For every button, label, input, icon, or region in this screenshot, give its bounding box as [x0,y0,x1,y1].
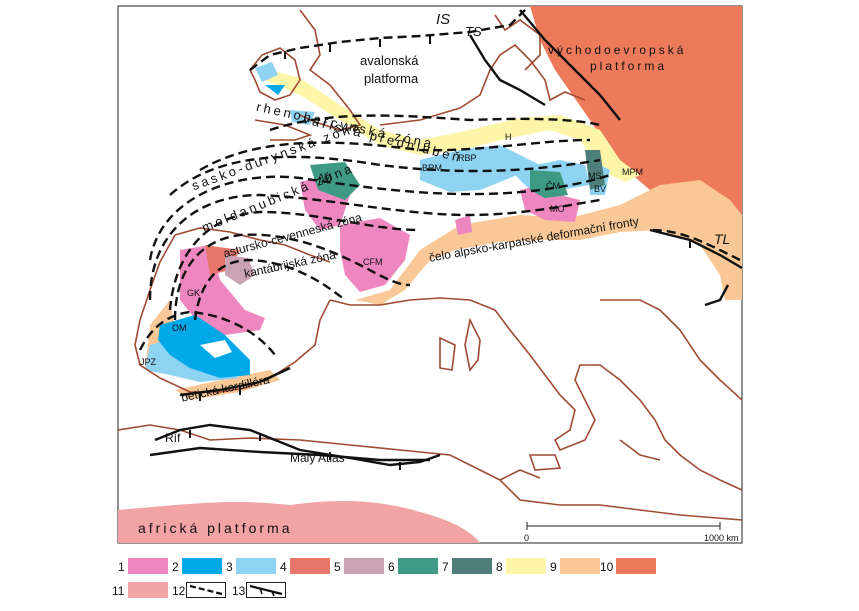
coastlines [117,9,743,521]
legend-swatch-2 [182,558,222,574]
ireland-blue-area [255,62,278,82]
om-white-patch [200,340,232,358]
legend-swatch-5 [344,558,384,574]
label-tl: TL [714,231,731,247]
label-maly-atlas: Malý Atlas [290,451,345,465]
label-gk: GK [187,288,201,298]
legend-num-4: 4 [280,560,287,574]
zone-boundaries [138,114,741,356]
legend-num-1: 1 [118,560,125,574]
armorican-green-area [310,162,360,200]
legend-num-3: 3 [226,560,233,574]
legend-swatch-1 [128,558,168,574]
alpine-front-area [355,180,742,305]
legend-swatch-11 [128,582,168,598]
legend-num-10: 10 [600,560,614,574]
label-ts: TS [465,24,482,39]
label-rbp: RBP [458,153,477,163]
legend-swatch-7 [452,558,492,574]
scale-label-km: 1000 km [704,533,739,543]
legend-swatch-10 [616,558,656,574]
rhenohercynian-area [420,145,540,192]
african-platform-area [118,500,480,543]
label-bv: BV [594,184,607,194]
legend-num-6: 6 [388,560,395,574]
label-om: OM [172,323,187,333]
small-pink-area [455,215,472,235]
wales-blue-area [290,110,315,125]
legend-swatch-9 [560,558,600,574]
legend-num-12: 12 [172,584,186,598]
scale-label-zero: 0 [524,533,530,543]
label-avalonska-platform: platforma [364,71,419,86]
label-avalonska: avalonská [360,53,419,68]
label-ms: MS [588,171,602,181]
legend-swatch-3 [236,558,276,574]
legend-swatch-6 [398,558,438,574]
legend-swatch-8 [506,558,546,574]
thrust-line-icon [246,582,286,598]
label-am: AM [318,172,332,182]
bohemian-massif-pink [520,185,580,222]
dashed-line-icon [186,582,226,598]
scale-bar [526,522,721,530]
thrust-fronts [149,9,743,467]
legend-num-11: 11 [112,584,125,598]
label-cfm: CFM [363,257,383,267]
label-african-platform: africká platforma [138,520,293,536]
legend-num-13: 13 [232,584,246,598]
legend-num-5: 5 [334,560,341,574]
label-cm: ČM [546,181,560,191]
thrust-ticks [189,36,691,470]
label-jpz: JPZ [140,357,157,367]
label-is: IS [436,11,451,28]
label-east-european: východoevropská [548,43,687,57]
central-massif-pink [340,218,410,292]
legend-num-2: 2 [172,560,179,574]
label-h: H [505,132,512,142]
legend-num-7: 7 [442,560,449,574]
label-mo: MO [550,204,565,214]
ireland-deep-blue [265,85,285,95]
legend-num-8: 8 [496,560,503,574]
legend-swatch-4 [290,558,330,574]
legend-num-9: 9 [550,560,557,574]
label-east-european-platform: platforma [590,59,668,73]
label-brm: BRM [422,163,442,173]
label-rif: Ríf [165,431,181,445]
label-mpm: MPM [622,167,643,177]
